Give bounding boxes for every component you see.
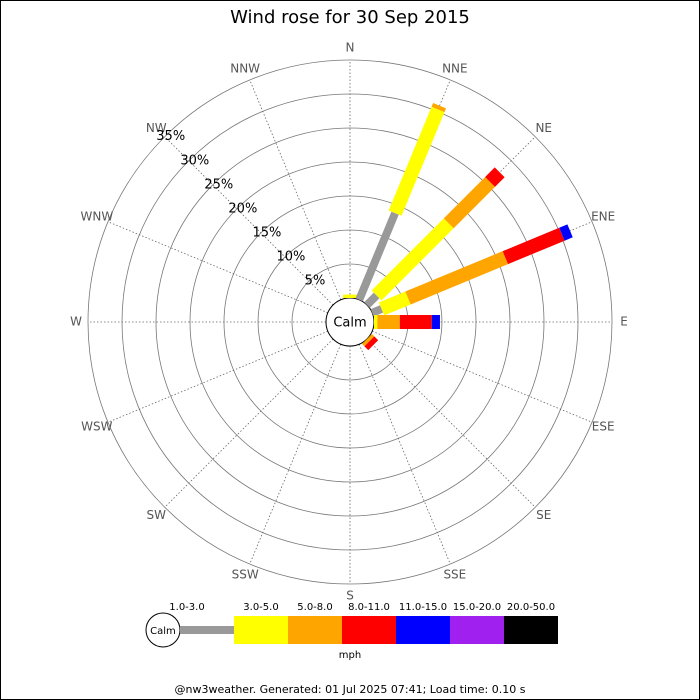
legend-swatch bbox=[396, 616, 450, 644]
unit-label: mph bbox=[339, 650, 361, 661]
wind-bar bbox=[371, 218, 454, 301]
legend-label: 11.0-15.0 bbox=[399, 602, 447, 613]
legend-label: 5.0-8.0 bbox=[297, 602, 332, 613]
legend-label: 20.0-50.0 bbox=[507, 602, 555, 613]
direction-label: WNW bbox=[80, 210, 113, 224]
wind-bar bbox=[343, 294, 357, 298]
ring-label: 30% bbox=[180, 153, 209, 168]
spoke bbox=[366, 338, 536, 508]
wind-bar bbox=[364, 336, 379, 351]
ring-label: 10% bbox=[276, 249, 305, 264]
wind-bar bbox=[559, 224, 573, 241]
wind-bar bbox=[355, 211, 399, 302]
spoke bbox=[107, 330, 328, 423]
grid-ring bbox=[155, 127, 545, 517]
spoke bbox=[358, 344, 451, 565]
direction-label: NW bbox=[146, 121, 167, 135]
direction-label: NE bbox=[535, 121, 552, 135]
wind-bar bbox=[377, 315, 400, 329]
legend-swatch bbox=[288, 616, 342, 644]
legend-swatch bbox=[342, 616, 396, 644]
wind-bar bbox=[431, 103, 447, 113]
footer: @nw3weather. Generated: 01 Jul 2025 07:4… bbox=[175, 683, 526, 696]
wind-bar bbox=[485, 167, 505, 187]
legend-label: 8.0-11.0 bbox=[348, 602, 390, 613]
direction-label: SE bbox=[536, 508, 551, 522]
legend-swatch bbox=[234, 616, 288, 644]
wind-bar bbox=[378, 291, 411, 316]
direction-label: W bbox=[70, 315, 82, 329]
legend-calm-label: Calm bbox=[150, 626, 176, 637]
direction-label: ESE bbox=[592, 419, 615, 433]
spoke bbox=[372, 330, 593, 423]
spoke bbox=[164, 136, 334, 306]
grid-ring bbox=[189, 161, 511, 483]
chart-title: Wind rose for 30 Sep 2015 bbox=[230, 7, 470, 28]
ring-label: 25% bbox=[204, 177, 233, 192]
ring-label: 5% bbox=[305, 273, 326, 288]
wind-bar bbox=[364, 292, 380, 308]
legend-label: 1.0-3.0 bbox=[169, 602, 204, 613]
grid-ring bbox=[87, 59, 613, 585]
direction-label: NNE bbox=[442, 61, 468, 75]
wind-bar bbox=[362, 334, 375, 347]
ring-label: 20% bbox=[228, 201, 257, 216]
wind-bar bbox=[399, 315, 432, 329]
direction-label: ENE bbox=[591, 210, 615, 224]
legend-label: 3.0-5.0 bbox=[243, 602, 278, 613]
wind-bar bbox=[431, 315, 440, 329]
legend-label: 15.0-20.0 bbox=[453, 602, 501, 613]
spoke bbox=[107, 221, 328, 314]
legend-swatch bbox=[504, 616, 558, 644]
spoke bbox=[164, 338, 334, 508]
calm-label: Calm bbox=[333, 316, 366, 331]
wind-bar bbox=[443, 176, 496, 229]
wind-bar bbox=[502, 227, 565, 265]
wind-bar bbox=[370, 305, 384, 317]
direction-label: SSW bbox=[232, 568, 259, 582]
spoke bbox=[249, 79, 342, 300]
direction-label: WSW bbox=[81, 419, 112, 433]
legend-swatch bbox=[450, 616, 504, 644]
direction-label: SSE bbox=[443, 568, 466, 582]
wind-bar bbox=[405, 251, 509, 305]
ring-label: 35% bbox=[156, 129, 185, 144]
direction-label: N bbox=[346, 41, 355, 55]
ring-label: 15% bbox=[252, 225, 281, 240]
spoke bbox=[249, 344, 342, 565]
direction-label: S bbox=[346, 589, 354, 603]
direction-label: E bbox=[620, 315, 628, 329]
direction-label: NNW bbox=[230, 61, 260, 75]
wind-bar bbox=[388, 106, 445, 216]
wind-bar bbox=[374, 315, 378, 329]
direction-label: SW bbox=[147, 508, 167, 522]
legend-swatch bbox=[180, 626, 234, 634]
